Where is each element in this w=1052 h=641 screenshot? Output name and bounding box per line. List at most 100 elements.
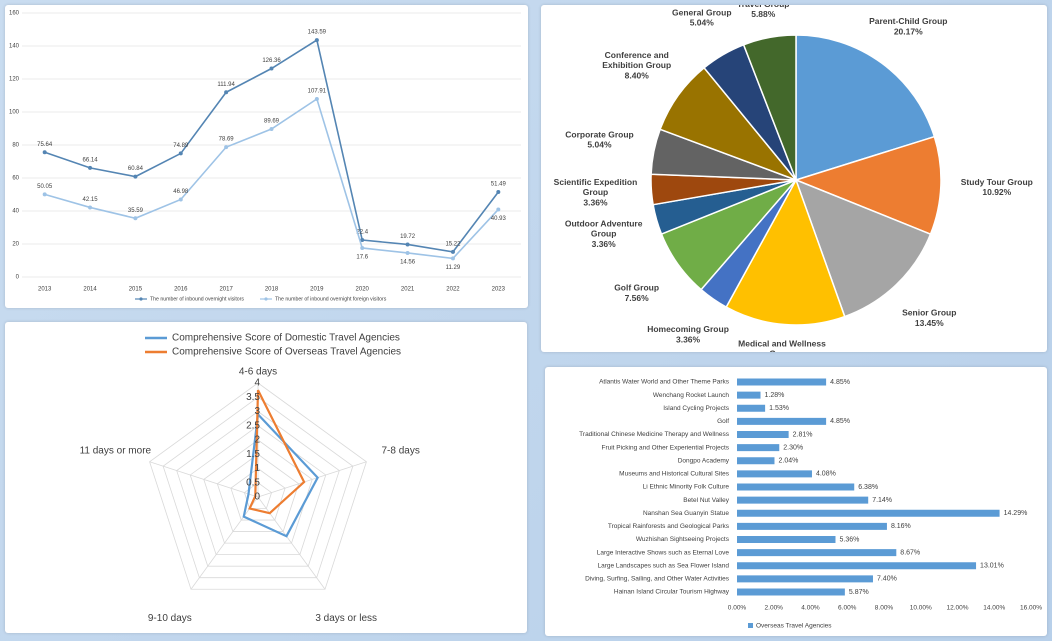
bar [737, 404, 766, 412]
point [450, 249, 455, 254]
pie-slice [742, 34, 797, 181]
bar [737, 549, 897, 557]
y-tick-label: 20 [12, 242, 19, 248]
data-label: 11.29 [446, 265, 461, 271]
slice-value-label: 10.92% [982, 187, 1011, 197]
r-tick-label: 3 [254, 406, 260, 417]
data-label: 35.59 [128, 208, 144, 214]
point [133, 216, 138, 221]
y-tick-label: Large Interactive Shows such as Eternal … [597, 549, 730, 556]
grid-ring [149, 382, 367, 590]
slice-label: Golf Group [614, 283, 659, 293]
x-tick-label: 6.00% [838, 605, 857, 612]
point [42, 150, 47, 155]
slice-value-label: 3.36% [676, 334, 701, 344]
data-label: 60.84 [128, 166, 144, 172]
data-label: 13.01% [980, 563, 1004, 570]
data-label: 89.69 [264, 119, 280, 125]
data-label: 15.22 [445, 241, 461, 247]
x-tick-label: 2016 [174, 287, 188, 293]
data-label: 143.59 [308, 30, 327, 36]
bar [737, 562, 977, 570]
slice-value-label: 20.17% [894, 26, 923, 36]
data-label: 6.38% [858, 484, 878, 491]
x-tick-label: 2015 [129, 287, 143, 293]
legend-swatch [748, 623, 753, 628]
data-label: 46.98 [173, 189, 189, 195]
x-tick-label: 16.00% [1020, 605, 1042, 612]
x-tick-label: 2022 [446, 287, 460, 293]
y-tick-label: Nanshan Sea Guanyin Statue [643, 510, 729, 517]
bar [737, 457, 775, 465]
y-tick-label: Traditional Chinese Medicine Therapy and… [579, 431, 730, 438]
data-label: 19.72 [400, 234, 416, 240]
data-label: 42.15 [83, 197, 99, 203]
x-tick-label: 2023 [492, 287, 506, 293]
point [224, 145, 229, 150]
data-label: 5.36% [839, 536, 859, 543]
line-panel: 0 20 40 60 80 100 120 140 160 2013 2014 2015 2016 201… [5, 5, 528, 308]
point [133, 174, 138, 179]
grid-ring [216, 453, 300, 532]
radar-chart: 4-6 days 7-8 days 3 days or less 9-10 days 1… [80, 333, 420, 624]
data-label: 2.04% [778, 458, 798, 465]
r-tick-label: 2.5 [246, 420, 260, 431]
x-tick-label: 8.00% [875, 605, 894, 612]
data-label: 74.89 [173, 143, 189, 149]
slice-label: Medical and WellnessGroup [738, 339, 826, 352]
data-label: 51.49 [491, 182, 507, 188]
point [42, 192, 47, 197]
slice-label: Outdoor Adventure Group [565, 219, 643, 239]
bar [737, 444, 780, 452]
data-label: 4.08% [816, 471, 836, 478]
point [269, 127, 274, 132]
axis-label: 7-8 days [381, 445, 419, 456]
data-label: 2.81% [793, 431, 813, 438]
grid-ring [243, 482, 273, 509]
y-tick-label: Diving, Surfing, Sailing, and Other Wate… [585, 576, 730, 583]
y-tick-label: 160 [9, 11, 20, 17]
y-tick-label: Dongpo Academy [678, 457, 730, 464]
data-label: 5.87% [849, 589, 869, 596]
slice-value-label: 5.04% [690, 18, 715, 28]
data-label: 78.69 [219, 137, 235, 143]
y-tick-label: Large Landscapes such as Sea Flower Isla… [597, 562, 729, 569]
series-line [44, 38, 499, 253]
data-label: 14.29% [1004, 510, 1028, 517]
bar [737, 536, 836, 543]
x-tick-label: 4.00% [801, 605, 820, 612]
x-tick-label: 2.00% [765, 605, 784, 612]
axis-label: 4-6 days [239, 367, 277, 378]
y-tick-label: Hainan Island Circular Tourism Highway [614, 589, 730, 596]
bar [737, 588, 845, 596]
legend-label: The number of inbound overnight visitors [150, 296, 244, 302]
bar [737, 417, 827, 425]
y-tick-label: 60 [12, 176, 19, 182]
legend-label: The number of inbound overnight foreign … [275, 296, 387, 302]
slice-value-label: 7.56% [625, 293, 650, 303]
y-tick-label: Betel Nut Valley [683, 497, 730, 504]
slice-value-label: 8.40% [625, 70, 650, 80]
y-tick-label: Wuzhishan Sightseeing Projects [636, 536, 730, 543]
point [360, 245, 365, 250]
y-tick-label: Atlantis Water World and Other Theme Par… [599, 379, 730, 386]
slice-value-label: 3.36% [583, 197, 608, 207]
bar-panel: 0.00% 2.00% 4.00% 6.00% 8.00% 10.00% 12.00% 14.… [545, 367, 1047, 636]
y-tick-label: 100 [9, 110, 20, 116]
grid-ring [203, 439, 313, 544]
point [314, 38, 319, 43]
grid-ring [189, 425, 327, 556]
bar [737, 431, 789, 438]
data-label: 2.30% [783, 444, 803, 451]
data-label: 8.16% [891, 523, 911, 530]
point [178, 151, 183, 156]
data-label: 7.14% [872, 497, 892, 504]
data-label: 126.36 [262, 58, 281, 64]
data-label: 17.6 [356, 255, 368, 261]
point [405, 250, 410, 255]
point [360, 238, 365, 243]
spoke [149, 461, 259, 498]
data-label: 14.56 [400, 260, 416, 266]
bar [737, 378, 827, 386]
r-tick-label: 1.5 [246, 449, 260, 460]
